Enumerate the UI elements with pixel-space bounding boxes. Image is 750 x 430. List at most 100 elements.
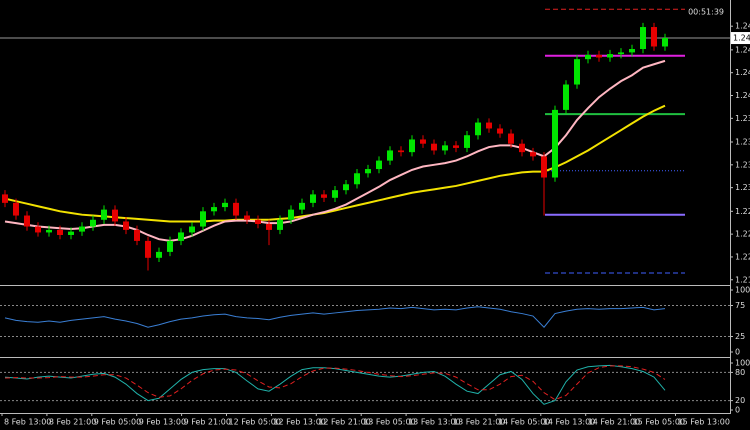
x-tick-label: 14 Feb 13:00	[543, 418, 595, 427]
y-tick-label: 1.2390	[735, 114, 750, 123]
y-tick-label: 0	[735, 348, 740, 357]
candle-body	[464, 135, 470, 148]
y-tick-label: 20	[735, 396, 745, 405]
candle-body	[541, 156, 547, 178]
candle-body	[24, 215, 30, 227]
candle-body	[530, 152, 536, 157]
y-tick-label: 1.2362	[735, 138, 750, 147]
candle-body	[112, 209, 118, 222]
y-tick-label: 100	[735, 359, 750, 368]
candle-body	[365, 169, 371, 174]
series-line	[4, 365, 666, 401]
x-tick-label: 9 Feb 05:00	[94, 418, 141, 427]
x-tick-label: 12 Feb 05:00	[229, 418, 281, 427]
x-tick-label: 9 Feb 21:00	[184, 418, 231, 427]
candle-body	[101, 209, 107, 220]
candle-body	[299, 202, 305, 210]
candle-body	[123, 221, 129, 230]
candle-body	[332, 190, 338, 198]
candle-body	[420, 139, 426, 144]
y-tick-label: 1.2335	[735, 160, 750, 169]
candle-body	[277, 219, 283, 230]
candle-body	[288, 209, 294, 220]
candle-body	[178, 232, 184, 241]
candle-body	[552, 109, 558, 178]
candle-body	[387, 150, 393, 161]
y-tick-label: 100	[735, 286, 750, 295]
candle-body	[233, 202, 239, 216]
candle-body	[508, 133, 514, 144]
candle-body	[607, 54, 613, 58]
candle-body	[585, 54, 591, 60]
y-tick-label: 1.2444	[735, 68, 750, 77]
x-tick-label: 13 Feb 13:00	[408, 418, 460, 427]
candle-body	[211, 207, 217, 212]
candle-body	[90, 219, 96, 227]
candle-body	[651, 27, 657, 47]
candle-body	[354, 173, 360, 185]
y-tick-label: 1.2280	[735, 207, 750, 216]
candle-body	[222, 202, 228, 208]
y-tick-label: 1.2471	[735, 45, 750, 54]
y-tick-label: 75	[735, 301, 745, 310]
x-tick-label: 12 Feb 13:00	[273, 418, 325, 427]
candle-body	[618, 52, 624, 55]
y-tick-label: 1.2199	[735, 275, 750, 284]
x-tick-label: 13 Feb 21:00	[453, 418, 505, 427]
x-tick-label: 13 Feb 05:00	[363, 418, 415, 427]
candle-body	[189, 226, 195, 233]
y-tick-label: 80	[735, 368, 745, 377]
x-tick-label: 12 Feb 21:00	[318, 418, 370, 427]
candle-body	[156, 251, 162, 258]
candle-body	[376, 160, 382, 170]
candle-body	[134, 229, 140, 241]
x-tick-label: 8 Feb 21:00	[49, 418, 96, 427]
candle-body	[640, 27, 646, 50]
candle-body	[409, 139, 415, 153]
candle-body	[475, 122, 481, 136]
x-tick-label: 14 Feb 21:00	[588, 418, 640, 427]
x-tick-label: 8 Feb 13:00	[4, 418, 51, 427]
timer: 00:51:39	[688, 8, 724, 17]
candle-body	[46, 229, 52, 233]
x-tick-label: 15 Feb 13:00	[678, 418, 730, 427]
y-tick-label: 1.2226	[735, 252, 750, 261]
y-tick-label: 25	[735, 332, 745, 341]
y-tick-label: 1.2253	[735, 230, 750, 239]
candle-body	[629, 49, 635, 53]
candle-body	[200, 211, 206, 227]
candle-body	[167, 240, 173, 252]
last-price-box	[731, 32, 750, 45]
last-price-label: 1.2485	[733, 34, 750, 43]
candle-body	[497, 128, 503, 134]
candle-body	[563, 84, 569, 110]
candle-body	[574, 59, 580, 85]
candle-body	[2, 194, 8, 203]
candle-body	[453, 145, 459, 148]
candle-body	[244, 215, 250, 220]
candle-body	[35, 226, 41, 233]
candle-body	[321, 194, 327, 198]
candle-body	[398, 150, 404, 153]
candle-body	[431, 143, 437, 151]
x-tick-label: 14 Feb 05:00	[498, 418, 550, 427]
candle-body	[442, 145, 448, 151]
y-tick-label: 0	[735, 406, 740, 415]
x-tick-label: 15 Feb 05:00	[633, 418, 685, 427]
candle-body	[310, 194, 316, 203]
candle-body	[57, 229, 63, 235]
y-tick-label: 1.2308	[735, 183, 750, 192]
series-line	[4, 306, 666, 328]
candle-body	[266, 223, 272, 230]
candle-body	[145, 240, 151, 258]
candle-body	[519, 143, 525, 153]
candle-body	[662, 38, 668, 47]
y-tick-label: 1.2417	[735, 91, 750, 100]
candle-body	[13, 202, 19, 216]
candle-body	[596, 54, 602, 58]
candle-body	[79, 226, 85, 232]
y-tick-label: 1.2499	[735, 22, 750, 31]
candle-body	[255, 219, 261, 224]
x-tick-label: 9 Feb 13:00	[139, 418, 186, 427]
